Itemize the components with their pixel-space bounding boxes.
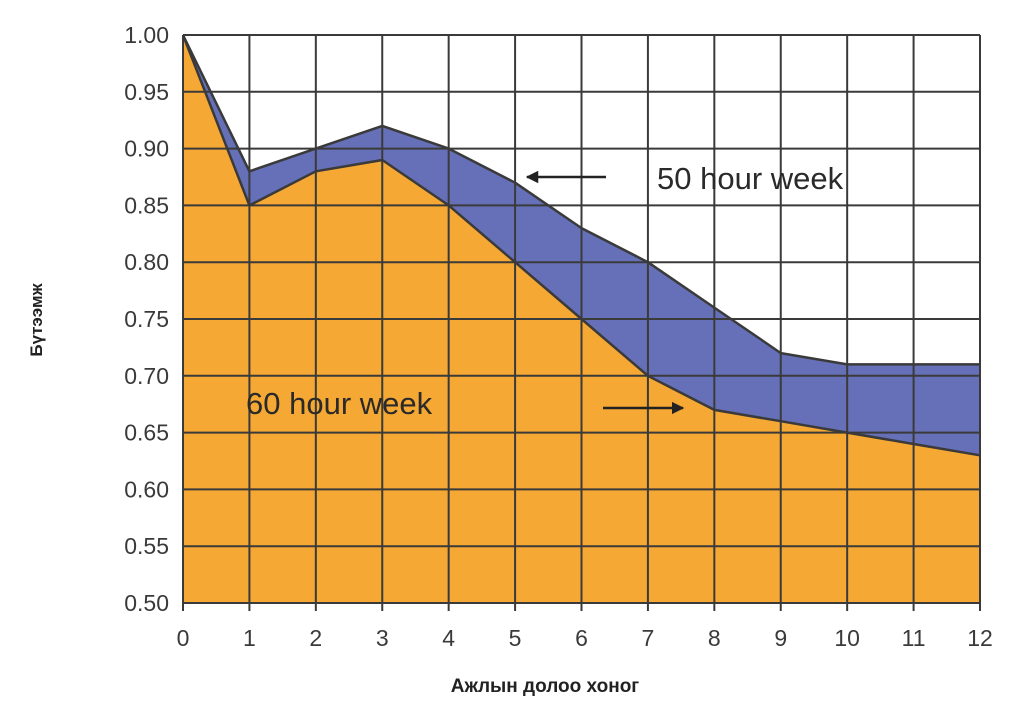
y-tick-label: 1.00 bbox=[124, 22, 169, 48]
annotation-50-hour-week: 50 hour week bbox=[657, 161, 844, 196]
x-axis-label: Ажлын долоо хоног bbox=[451, 676, 640, 697]
x-tick-label: 5 bbox=[509, 625, 522, 651]
y-tick-label: 0.60 bbox=[124, 476, 169, 502]
x-tick-label: 2 bbox=[309, 625, 322, 651]
x-tick-label: 4 bbox=[442, 625, 455, 651]
series-line-0 bbox=[181, 34, 980, 366]
y-tick-label: 0.90 bbox=[124, 136, 169, 162]
x-tick-label: 3 bbox=[376, 625, 389, 651]
x-tick-label: 8 bbox=[708, 625, 721, 651]
x-tick-label: 7 bbox=[642, 625, 655, 651]
y-tick-label: 0.75 bbox=[124, 306, 169, 332]
x-tick-label: 12 bbox=[967, 625, 993, 651]
x-tick-label: 0 bbox=[177, 625, 190, 651]
y-tick-label: 0.50 bbox=[124, 590, 169, 616]
y-tick-label: 0.85 bbox=[124, 192, 169, 218]
y-tick-label: 0.80 bbox=[124, 249, 169, 275]
x-tick-label: 6 bbox=[575, 625, 588, 651]
x-tick-label: 1 bbox=[243, 625, 256, 651]
y-tick-label: 0.55 bbox=[124, 533, 169, 559]
x-tick-label: 11 bbox=[902, 625, 926, 651]
annotation-60-hour-week: 60 hour week bbox=[246, 386, 433, 421]
y-tick-label: 0.65 bbox=[124, 420, 169, 446]
y-axis-label: Бүтээмж bbox=[27, 282, 46, 356]
x-tick-label: 10 bbox=[834, 625, 860, 651]
series-line-1 bbox=[181, 34, 981, 457]
y-tick-label: 0.95 bbox=[124, 79, 169, 105]
y-tick-label: 0.70 bbox=[124, 363, 169, 389]
x-tick-label: 9 bbox=[774, 625, 787, 651]
